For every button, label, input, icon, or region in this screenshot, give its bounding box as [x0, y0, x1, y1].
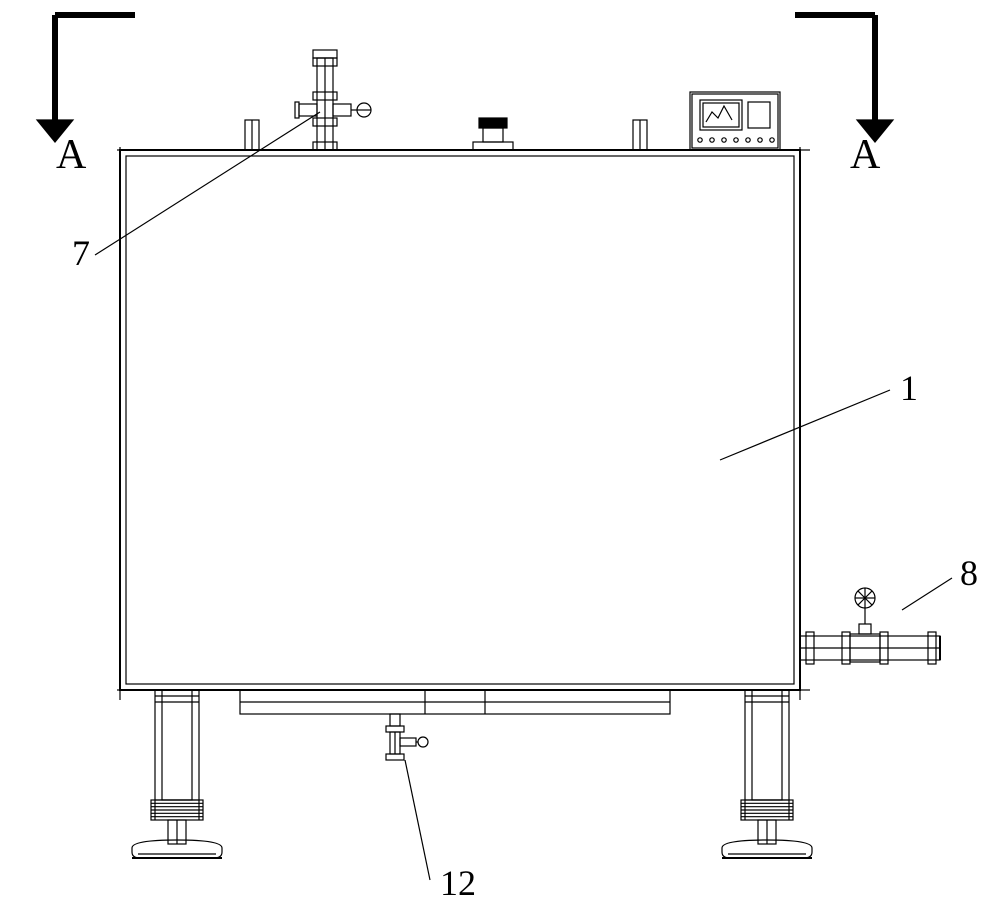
- leader-line: [95, 112, 320, 255]
- panel-button[interactable]: [710, 138, 714, 142]
- panel-button[interactable]: [722, 138, 726, 142]
- ref-label-7: 7: [72, 233, 90, 273]
- panel-button[interactable]: [734, 138, 738, 142]
- panel-button[interactable]: [758, 138, 762, 142]
- ref-label-1: 1: [900, 368, 918, 408]
- section-label-a-left: A: [56, 132, 87, 178]
- leader-line: [902, 578, 952, 610]
- engineering-drawing: A A 7 1 8 12: [0, 0, 1000, 913]
- section-label-a-right: A: [850, 132, 881, 178]
- panel-button[interactable]: [698, 138, 702, 142]
- ref-label-12: 12: [440, 863, 476, 903]
- control-screen: [700, 100, 742, 130]
- ref-label-8: 8: [960, 553, 978, 593]
- tank-body: [120, 150, 800, 690]
- leader-line: [405, 760, 430, 880]
- panel-button[interactable]: [770, 138, 774, 142]
- panel-button[interactable]: [746, 138, 750, 142]
- drain-valve-handwheel[interactable]: [418, 737, 428, 747]
- leader-line: [720, 390, 890, 460]
